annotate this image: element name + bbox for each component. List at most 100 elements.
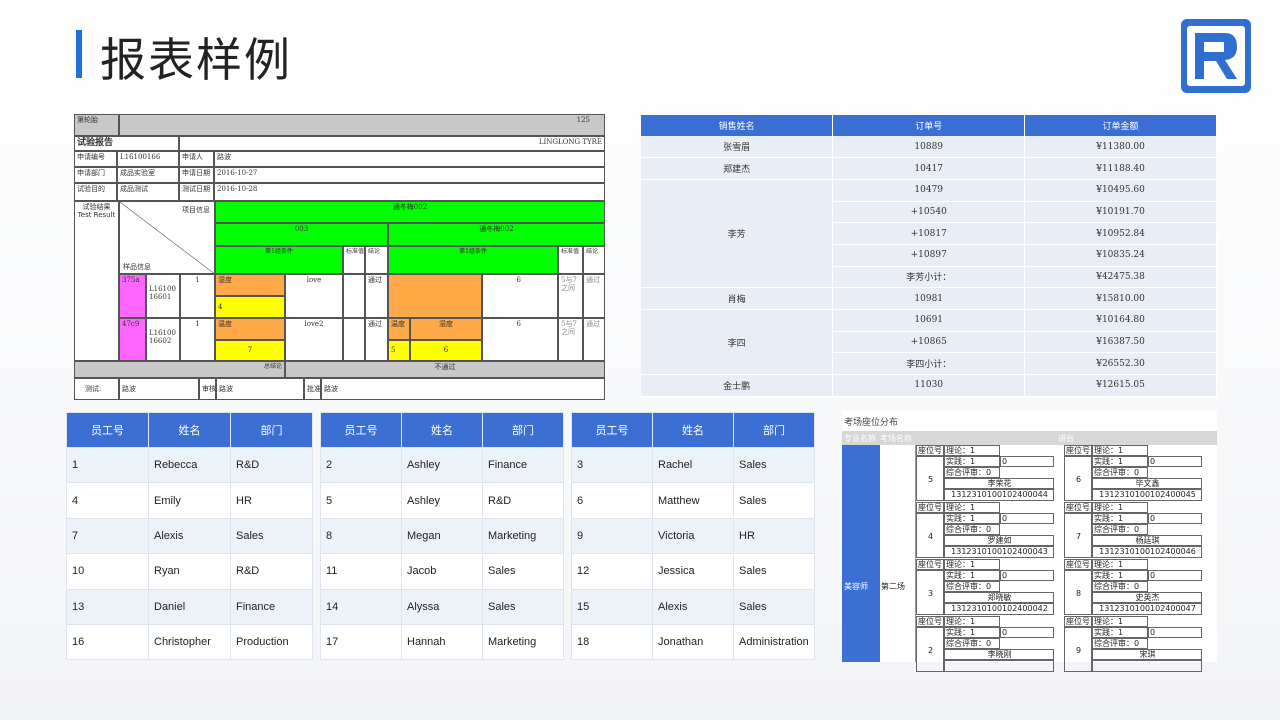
sample-param2a: 温度: [388, 318, 410, 340]
student-name: 宋琪: [1092, 649, 1202, 660]
practice-score: 实践：1: [944, 513, 1000, 524]
seat-block: 座位号 2 理论：1 实践：1 综合评审：0 0 李晓刚: [916, 616, 1054, 672]
employee-table: 员工号 姓名 部门 3 Rachel Sales 6 Matthew Sales 9 Victori…: [571, 412, 815, 661]
table-row: 金士鹏 11030 ¥12615.05: [641, 374, 1217, 397]
table-row: 李四小计： ¥26552.30: [641, 352, 1217, 376]
seat-block: 座位号 7 理论：1 实践：1 综合评审：0 0 杨廷琪 131231010010240004…: [1064, 502, 1202, 558]
cell: 15: [571, 588, 653, 625]
cell: Victoria: [652, 517, 734, 555]
student-name: 李晓刚: [944, 649, 1054, 660]
cell: 7: [66, 517, 149, 555]
practice-score: 实践：1: [1092, 513, 1148, 524]
cell: 3: [571, 446, 653, 484]
cell: Rachel: [652, 446, 734, 484]
result-label: 试验结果 Test Result: [74, 201, 119, 361]
cell: Sales: [733, 588, 815, 625]
sample-id: L16100 16601: [146, 274, 180, 318]
cell: ¥10495.60: [1024, 179, 1217, 202]
seat-number: 5: [916, 456, 944, 501]
cell: Marketing: [482, 623, 564, 661]
student-name: 罗建如: [944, 535, 1054, 546]
student-name: 李荣花: [944, 478, 1054, 489]
cell: ¥11188.40: [1024, 157, 1217, 180]
cell: 11: [320, 553, 402, 590]
major-label: 美容师: [844, 582, 868, 591]
seat-label: 座位号: [916, 445, 944, 456]
student-id: 1312310100102400044: [944, 489, 1054, 501]
theory-score: 理论：1: [944, 559, 1000, 570]
sample-std: [343, 274, 365, 318]
cell: 5: [320, 482, 402, 519]
student-id: 1312310100102400043: [944, 546, 1054, 558]
cell: Alexis: [652, 588, 734, 625]
table-row: 12 Jessica Sales: [571, 553, 815, 590]
cell: ¥16387.50: [1024, 331, 1217, 354]
cell: 李四小计：: [832, 352, 1026, 376]
cell: +10540: [832, 201, 1026, 224]
cond-header: 第1组条件: [215, 246, 343, 274]
cell: +10865: [832, 331, 1026, 354]
overall-score: 综合评审：0: [1092, 524, 1148, 535]
cell: Alexis: [148, 517, 231, 555]
seat-number: 7: [1064, 513, 1092, 558]
overall-score: 综合评审：0: [944, 638, 1000, 649]
sub-header-2: 通冬梅002: [388, 223, 605, 246]
table-row: 郑建杰 10417 ¥11188.40: [641, 157, 1217, 180]
header-room: 考场名称: [880, 434, 912, 443]
seat-block: 座位号 4 理论：1 实践：1 综合评审：0 0 罗建如 131231010010240004…: [916, 502, 1054, 558]
theory-score: 理论：1: [1092, 445, 1148, 456]
overall-score: 综合评审：0: [944, 581, 1000, 592]
cell: Sales: [482, 588, 564, 625]
table-row: 14 Alyssa Sales: [320, 588, 564, 625]
row-label2: 申请日期: [179, 167, 214, 183]
theory-score: 理论：1: [944, 445, 1000, 456]
seat-number: 2: [916, 627, 944, 672]
footer-value: 路波: [321, 378, 605, 400]
cell: 10981: [832, 287, 1026, 310]
cell: 10889: [832, 136, 1026, 159]
cell: Sales: [733, 482, 815, 519]
overall-score: 综合评审：0: [1092, 638, 1148, 649]
theory-score: 理论：1: [944, 502, 1000, 513]
table-row: 17 Hannah Marketing: [320, 623, 564, 661]
table-row: 15 Alexis Sales: [571, 588, 815, 625]
student-id: 1312310100102400045: [1092, 489, 1202, 501]
seat-number: 4: [916, 513, 944, 558]
cell: Sales: [733, 446, 815, 484]
cell: Jessica: [652, 553, 734, 590]
cell: Ashley: [401, 482, 483, 519]
seat-label: 座位号: [916, 616, 944, 627]
company-name: LINGLONG TYRE: [179, 136, 605, 151]
header-cell: 部门: [482, 412, 564, 448]
table-row: 5 Ashley R&D: [320, 482, 564, 519]
seat-label: 座位号: [1064, 502, 1092, 513]
cell: ¥11380.00: [1024, 136, 1217, 159]
seat-distribution: 考场座位分布 专业名称 考场名称 讲台 美容师 第二场 座位号 5 理论：1 实践：1…: [842, 410, 1217, 672]
sample-val: love: [285, 274, 343, 318]
sample-res2: 通过: [583, 274, 605, 318]
header-platform: 讲台: [1058, 434, 1074, 443]
cell: 李芳: [641, 179, 834, 289]
table-row: 3 Rachel Sales: [571, 446, 815, 484]
header-cell: 员工号: [66, 412, 149, 448]
cell: 4: [66, 482, 149, 519]
row-label: 申请部门: [74, 167, 117, 183]
cell: 16: [66, 623, 149, 661]
cell: 10691: [832, 309, 1026, 332]
student-name: 杨廷琪: [1092, 535, 1202, 546]
row-label2: 测试日期: [179, 183, 214, 201]
cell: 11030: [832, 374, 1026, 397]
cell: Alyssa: [401, 588, 483, 625]
sales-table: 销售姓名 订单号 订单金额 张雪眉 10889 ¥11380.00 郑建杰 10417…: [641, 115, 1217, 397]
cell: HR: [230, 482, 313, 519]
header-cell: 员工号: [571, 412, 653, 448]
sample-res2: 通过: [583, 318, 605, 361]
practice-score: 实践：1: [944, 627, 1000, 638]
student-id: 1312310100102400042: [944, 603, 1054, 615]
row-value: 成品测试: [117, 183, 179, 201]
cell: Jacob: [401, 553, 483, 590]
table-row: 8 Megan Marketing: [320, 517, 564, 555]
cell: ¥26552.30: [1024, 352, 1217, 376]
cell: 17: [320, 623, 402, 661]
cell: Sales: [733, 553, 815, 590]
